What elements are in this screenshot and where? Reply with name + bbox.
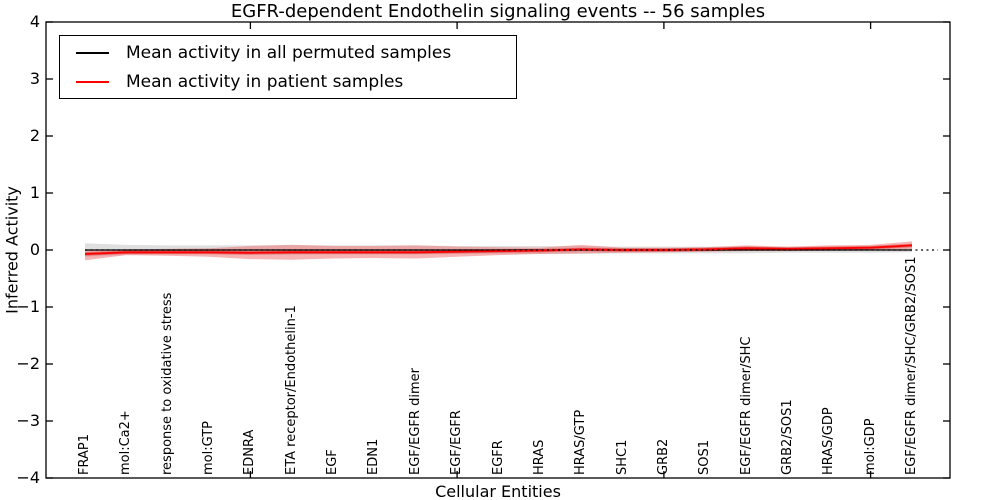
x-category-label: EGF/EGFR dimer/SHC <box>738 336 754 475</box>
y-tick-label: 1 <box>29 183 40 202</box>
chart-title: EGFR-dependent Endothelin signaling even… <box>230 1 766 22</box>
y-tick-label: −4 <box>16 468 40 487</box>
x-category-label: HRAS <box>531 439 547 475</box>
x-category-label: FRAP1 <box>77 434 92 475</box>
x-category-label: EDNRA <box>242 429 258 475</box>
legend-line-permuted-icon <box>76 52 109 54</box>
y-tick-label: 4 <box>29 12 40 31</box>
x-category-label: SOS1 <box>697 439 713 475</box>
x-axis-label: Cellular Entities <box>435 482 561 500</box>
x-category-label: EGF/EGFR dimer <box>407 368 423 475</box>
y-tick-label: −2 <box>16 354 40 373</box>
y-tick-label: −1 <box>16 297 40 316</box>
x-category-label: EGFR <box>490 440 506 475</box>
legend-item-patient: Mean activity in patient samples <box>60 68 403 96</box>
legend-label-permuted: Mean activity in all permuted samples <box>126 43 452 63</box>
x-category-label: EDN1 <box>366 438 382 475</box>
x-category-label: GRB2 <box>655 438 671 475</box>
x-category-label: HRAS/GTP <box>573 409 589 475</box>
x-category-label: response to oxidative stress <box>159 292 175 475</box>
x-category-label: EGF <box>325 449 341 475</box>
x-category-label: ETA receptor/Endothelin-1 <box>283 305 299 475</box>
x-category-label: SHC1 <box>614 439 630 475</box>
y-tick-label: 3 <box>29 69 40 88</box>
legend-line-patient-icon <box>76 81 109 83</box>
y-tick-label: 2 <box>29 126 40 145</box>
x-category-label: HRAS/GDP <box>821 407 837 475</box>
x-category-label: mol:GTP <box>201 421 217 475</box>
legend: Mean activity in all permuted samples Me… <box>59 35 517 99</box>
y-tick-label: 0 <box>29 240 40 259</box>
legend-item-permuted: Mean activity in all permuted samples <box>60 39 451 67</box>
y-tick-label: −3 <box>16 411 40 430</box>
x-category-label: GRB2/SOS1 <box>779 399 795 475</box>
x-category-label: EGF/EGFR dimer/SHC/GRB2/SOS1 <box>904 256 919 476</box>
x-category-label: mol:GDP <box>862 418 878 475</box>
x-category-label: EGF/EGFR <box>449 410 465 475</box>
x-category-label: mol:Ca2+ <box>118 410 134 475</box>
legend-label-patient: Mean activity in patient samples <box>126 72 404 92</box>
